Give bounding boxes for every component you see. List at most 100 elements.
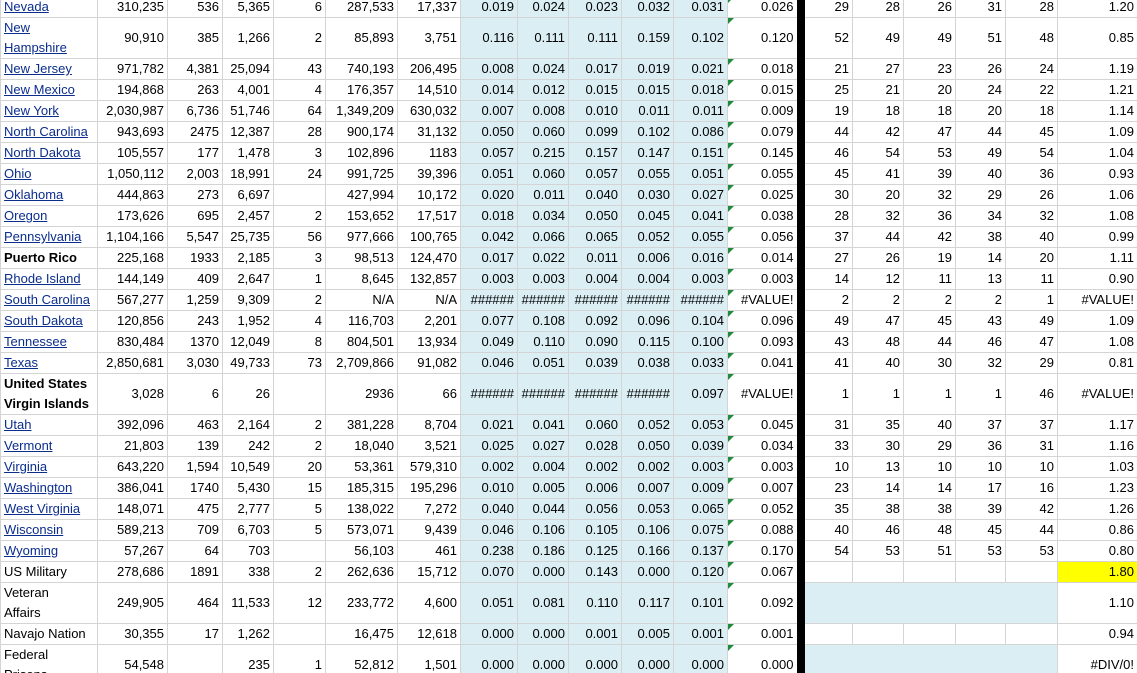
cell: 0.015	[727, 79, 805, 101]
cell: 1.80	[1057, 561, 1137, 583]
cell: 29	[903, 435, 956, 457]
row-label[interactable]: Nevada	[0, 0, 98, 18]
cell: 0.000	[460, 623, 518, 645]
cell: 17,337	[397, 0, 461, 18]
row-label[interactable]: North Carolina	[0, 121, 98, 143]
cell: 36	[1005, 163, 1058, 185]
cell	[955, 623, 1006, 645]
cell: 11	[1005, 268, 1058, 290]
cell: 0.002	[621, 456, 674, 478]
cell: 0.011	[568, 247, 622, 269]
cell	[1005, 623, 1058, 645]
cell: 25,735	[222, 226, 274, 248]
row-label[interactable]: Wisconsin	[0, 519, 98, 541]
cell: 40	[800, 519, 853, 541]
row-label[interactable]: Tennessee	[0, 331, 98, 353]
row-label[interactable]: Oklahoma	[0, 184, 98, 206]
row-label[interactable]: Rhode Island	[0, 268, 98, 290]
cell: 0.034	[517, 205, 569, 227]
cell: 33	[800, 435, 853, 457]
label-text: Texas	[4, 355, 38, 370]
cell: 26	[852, 247, 904, 269]
cell: 0.003	[460, 268, 518, 290]
cell: 1	[852, 373, 904, 415]
row-label[interactable]: Washington	[0, 477, 98, 499]
cell: 2,709,866	[325, 352, 398, 374]
row-label[interactable]: Pennsylvania	[0, 226, 98, 248]
cell: 52,812	[325, 644, 398, 673]
cell: 20	[903, 79, 956, 101]
cell: 40	[852, 352, 904, 374]
cell: 0.092	[568, 310, 622, 332]
cell: 0.108	[517, 310, 569, 332]
cell: 12,387	[222, 121, 274, 143]
label-text: South Carolina	[4, 292, 90, 307]
cell: N/A	[397, 289, 461, 311]
row: Texas 2,850,681 3,030 49,733 73 2,709,866 91,0…	[0, 352, 1137, 374]
cell: 0.050	[460, 121, 518, 143]
cell	[273, 184, 326, 206]
row-label[interactable]: Texas	[0, 352, 98, 374]
cell: 0.000	[727, 644, 805, 673]
cell: 943,693	[97, 121, 168, 143]
cell: 536	[167, 0, 223, 18]
cell: 8,704	[397, 414, 461, 436]
row-label[interactable]: New York	[0, 100, 98, 122]
row-label[interactable]: South Carolina	[0, 289, 98, 311]
cell: 2,030,987	[97, 100, 168, 122]
cell: 12	[852, 268, 904, 290]
row-label[interactable]: West Virginia	[0, 498, 98, 520]
cell: 0.024	[517, 0, 569, 18]
cell: 43	[800, 331, 853, 353]
cell: 23	[903, 58, 956, 80]
cell: 0.005	[621, 623, 674, 645]
cell: 0.075	[673, 519, 728, 541]
cell: 0.060	[517, 163, 569, 185]
row: Oklahoma 444,863 273 6,697 427,994 10,172 0.02…	[0, 184, 1137, 206]
cell: 37	[800, 226, 853, 248]
cell: 1,104,166	[97, 226, 168, 248]
cell: 0.060	[568, 414, 622, 436]
cell: 0.046	[460, 352, 518, 374]
row-label[interactable]: Vermont	[0, 435, 98, 457]
row-label[interactable]: South Dakota	[0, 310, 98, 332]
cell: ######	[460, 373, 518, 415]
label-text: Oklahoma	[4, 187, 64, 202]
cell: 0.125	[568, 540, 622, 562]
cell: 0.004	[517, 456, 569, 478]
cell: 0.000	[517, 623, 569, 645]
cell: 0.049	[460, 331, 518, 353]
cell: 0.003	[673, 456, 728, 478]
cell: 0.110	[568, 582, 622, 624]
cell: 0.003	[517, 268, 569, 290]
cell: 463	[167, 414, 223, 436]
row-label[interactable]: Utah	[0, 414, 98, 436]
row-label[interactable]: New Jersey	[0, 58, 98, 80]
cell: 20	[852, 184, 904, 206]
cell: 0.027	[673, 184, 728, 206]
row-label[interactable]: New Hampshire	[0, 17, 98, 59]
cell: 0.019	[621, 58, 674, 80]
cell: 66	[397, 373, 461, 415]
row-label[interactable]: New Mexico	[0, 79, 98, 101]
row-label[interactable]: Wyoming	[0, 540, 98, 562]
cell: 48	[1005, 17, 1058, 59]
cell: 49	[1005, 310, 1058, 332]
cell: 28	[273, 121, 326, 143]
cell: 28	[1005, 0, 1058, 18]
cell: 43	[955, 310, 1006, 332]
row-label[interactable]: Ohio	[0, 163, 98, 185]
cell: 57,267	[97, 540, 168, 562]
cell: 385	[167, 17, 223, 59]
cell: 98,513	[325, 247, 398, 269]
cell: 242	[222, 435, 274, 457]
row-label[interactable]: Oregon	[0, 205, 98, 227]
row-label: Navajo Nation	[0, 623, 98, 645]
row-label[interactable]: Virginia	[0, 456, 98, 478]
cell: #VALUE!	[1057, 289, 1137, 311]
label-text: Oregon	[4, 208, 48, 223]
cell: 19	[903, 247, 956, 269]
cell: 0.99	[1057, 226, 1137, 248]
row-label[interactable]: North Dakota	[0, 142, 98, 164]
